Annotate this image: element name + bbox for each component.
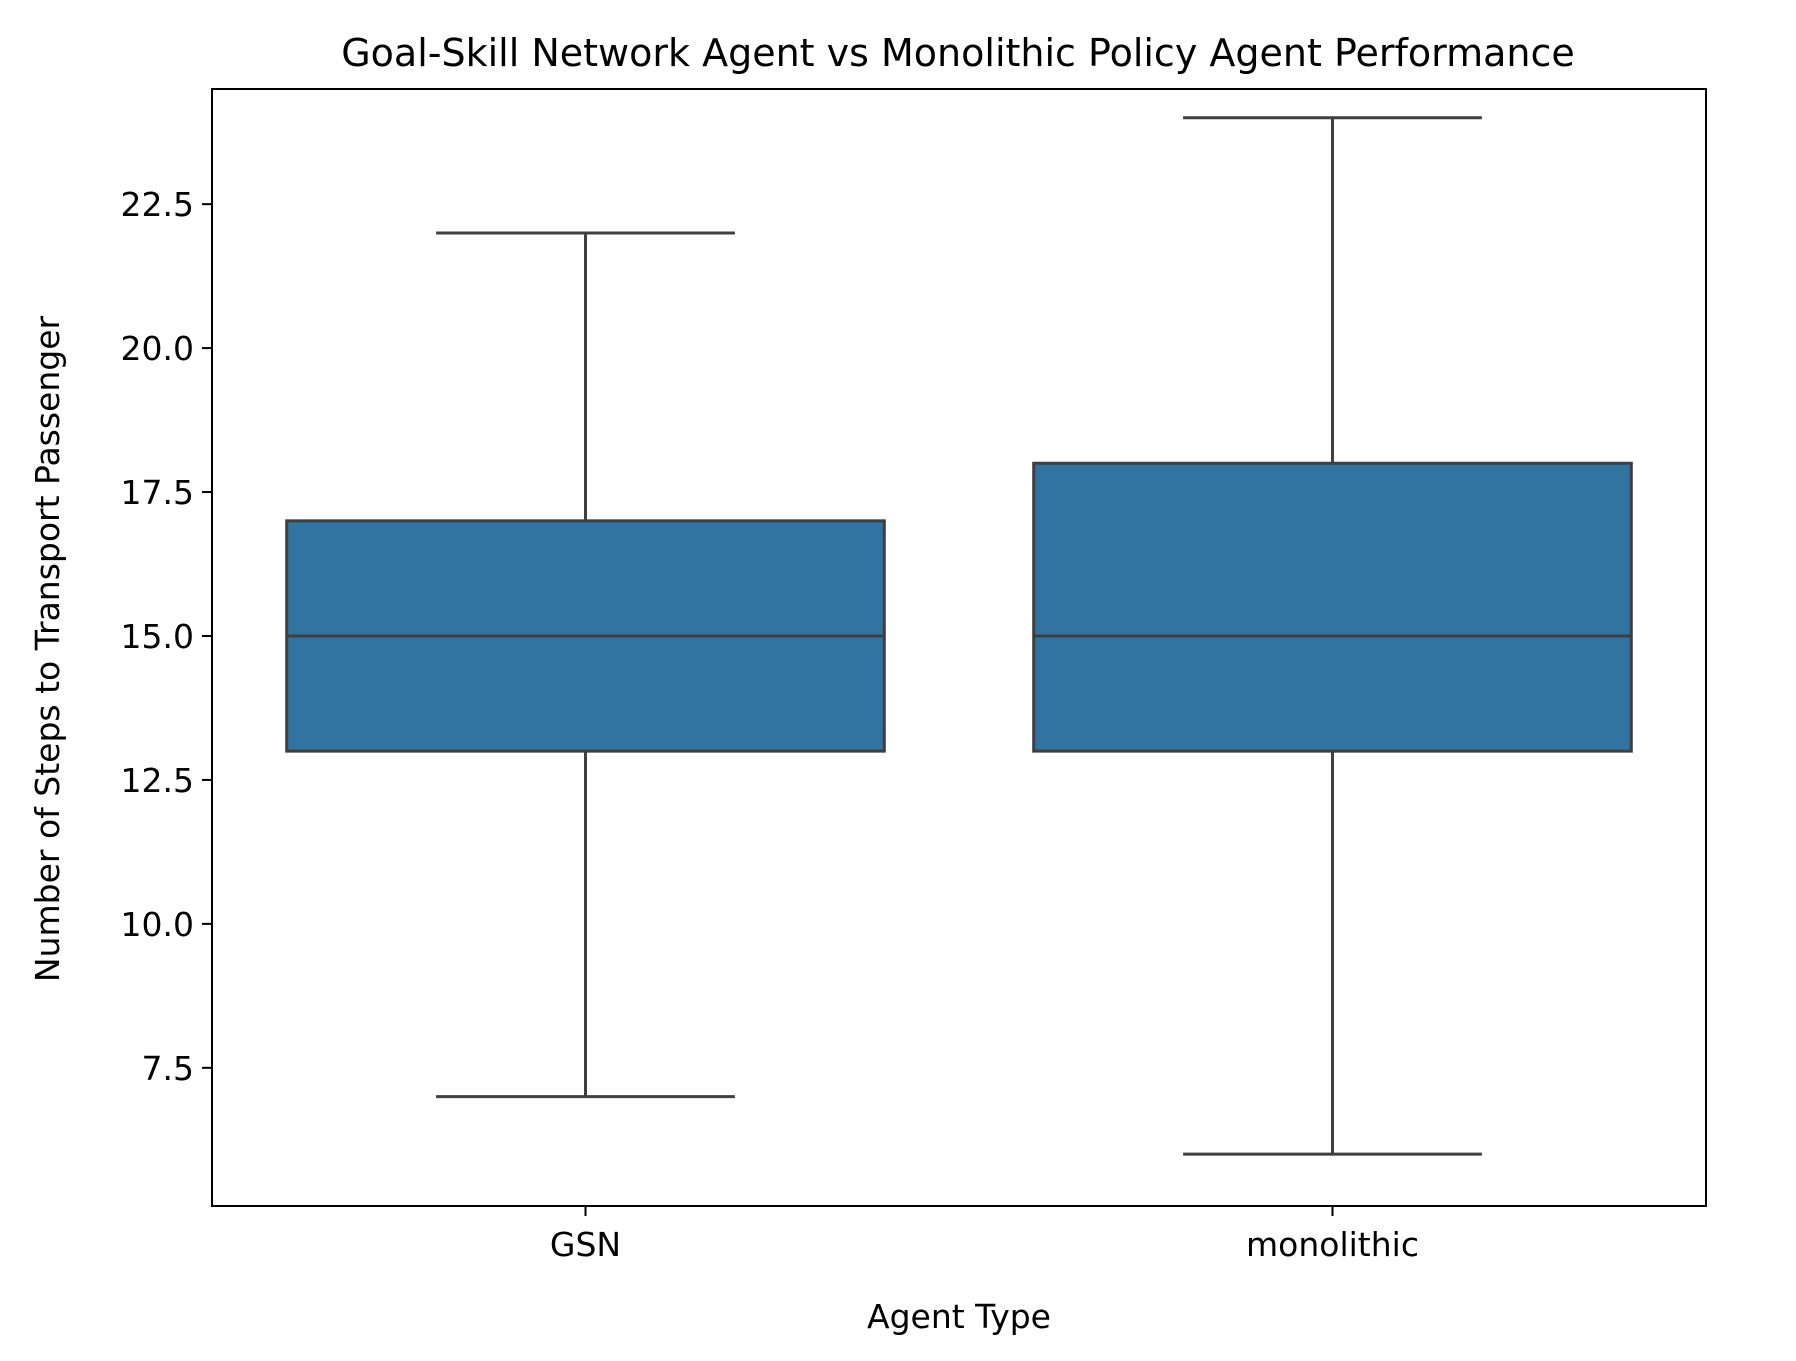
y-tick-label: 17.5	[121, 473, 194, 512]
chart-title: Goal-Skill Network Agent vs Monolithic P…	[341, 31, 1575, 75]
y-tick-label: 12.5	[121, 761, 194, 800]
y-tick-label: 20.0	[121, 329, 194, 368]
iqr-box	[1032, 461, 1633, 753]
box-gsn	[285, 231, 886, 1099]
box-monolithic	[1032, 116, 1633, 1156]
x-axis-label: Agent Type	[867, 1297, 1051, 1336]
x-axis: GSN monolithic	[550, 1206, 1419, 1264]
y-tick-label: 15.0	[121, 617, 194, 656]
y-tick-label: 7.5	[142, 1049, 194, 1088]
y-axis-label: Number of Steps to Transport Passenger	[28, 315, 67, 982]
plot-area	[285, 116, 1633, 1156]
y-tick-label: 10.0	[121, 905, 194, 944]
x-tick-label: GSN	[550, 1225, 621, 1264]
plot-frame	[211, 88, 1707, 1207]
y-axis: 7.5 10.0 12.5 15.0 17.5 20.0 22.5	[121, 185, 212, 1088]
x-tick-label: monolithic	[1246, 1225, 1419, 1264]
y-tick-label: 22.5	[121, 185, 194, 224]
